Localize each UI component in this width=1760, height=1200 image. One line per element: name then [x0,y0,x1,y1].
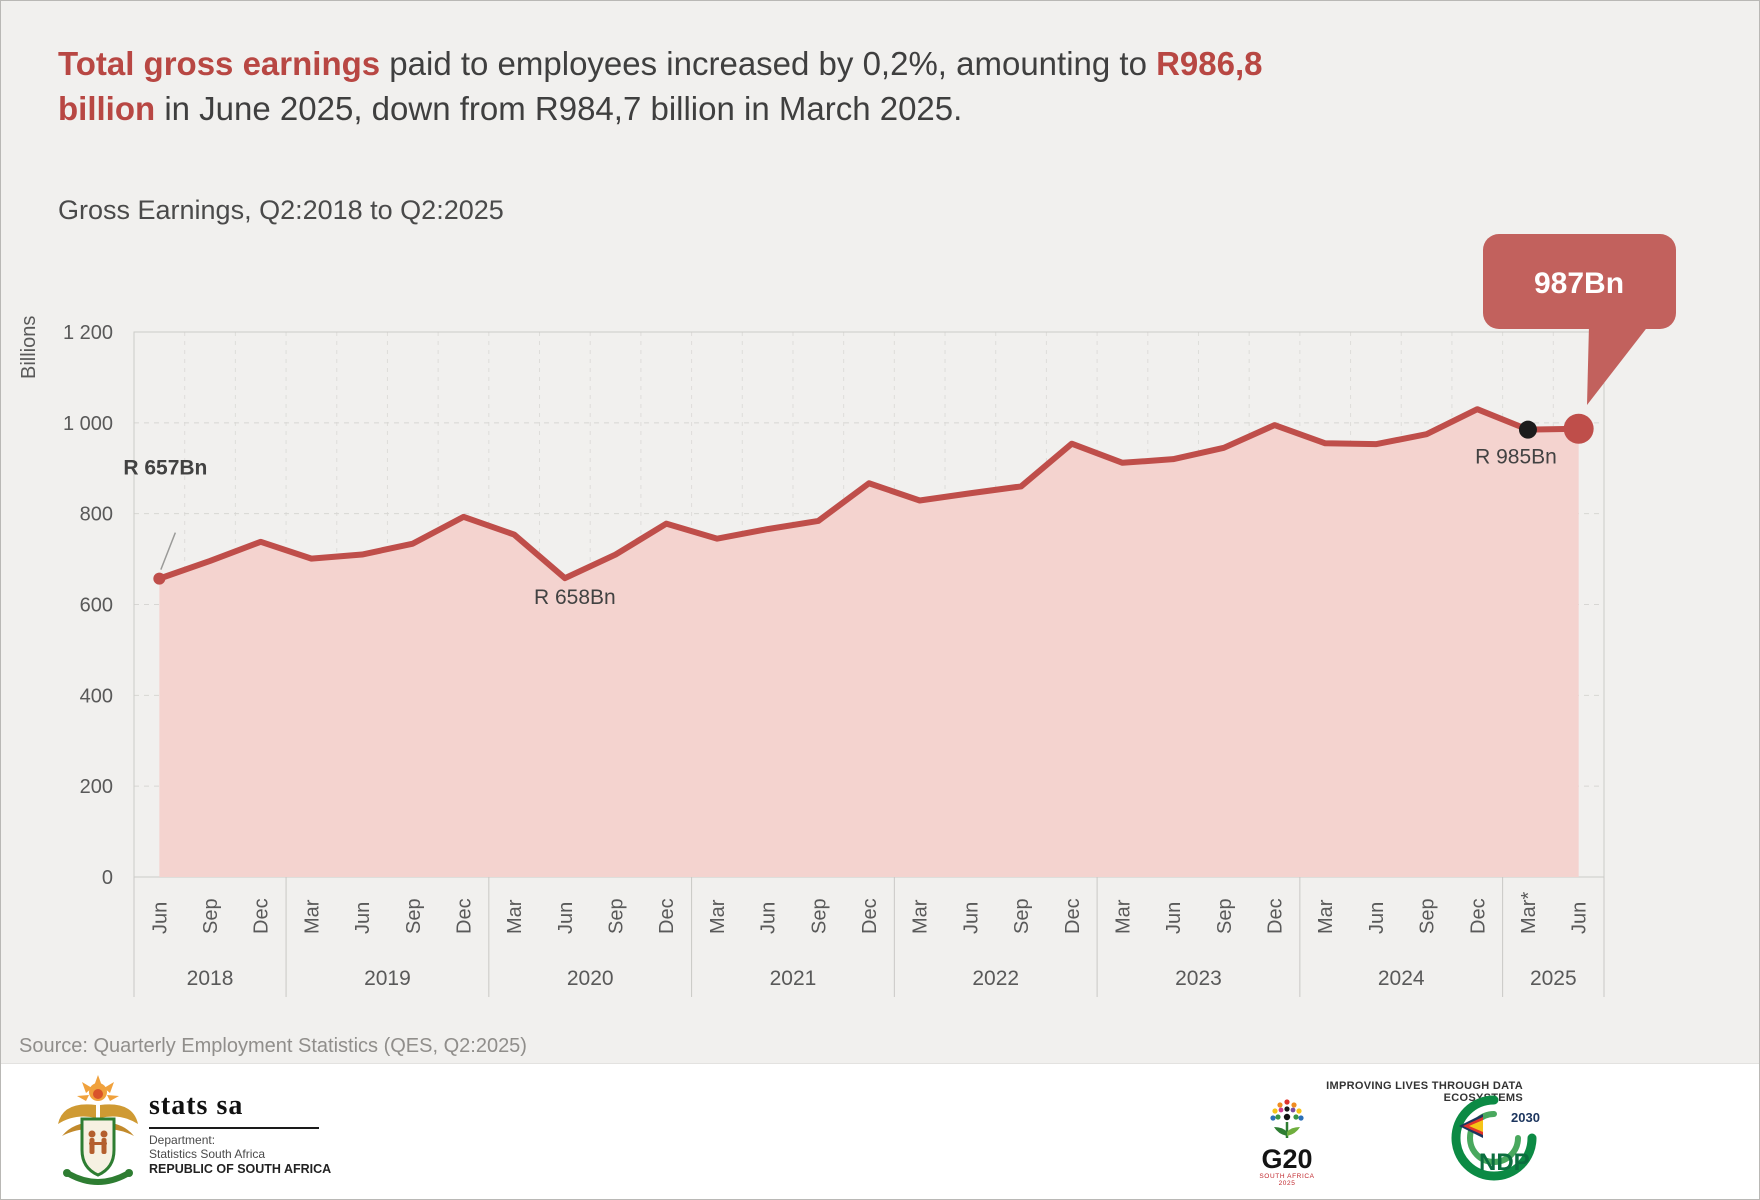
y-tick-label: 1 200 [63,322,113,344]
year-label: 2024 [1378,967,1425,990]
y-tick-label: 800 [80,504,113,526]
first-point-marker [153,572,166,585]
ndp-year-label: 2030 [1511,1110,1540,1125]
callout-value: 987Bn [1534,267,1624,300]
annotation-leader-line [160,532,177,570]
x-tick-label: Dec [1062,898,1084,934]
statssa-dept-line2: Statistics South Africa [149,1147,266,1161]
x-tick-label: Sep [606,898,628,934]
x-tick-label: Sep [1214,898,1236,934]
x-tick-label: Dec [859,898,881,934]
x-tick-label: Dec [251,898,273,934]
year-label: 2022 [972,967,1019,990]
x-tick-label: Sep [1417,898,1439,934]
headline-highlight-billion: billion [58,90,156,127]
x-tick-label: Mar [707,899,729,934]
y-tick-label: 200 [80,776,113,798]
year-label: 2018 [187,967,234,990]
x-tick-label: Jun [1366,902,1388,934]
x-tick-label: Mar [1112,899,1134,934]
y-axis-title: Billions [18,316,40,379]
x-tick-label: Sep [1011,898,1033,934]
x-tick-label: Sep [403,898,425,934]
statssa-rule [149,1127,319,1129]
x-tick-label: Dec [1265,898,1287,934]
year-label: 2019 [364,967,411,990]
statssa-logo: stats sa Department: Statistics South Af… [149,1090,331,1177]
statssa-dept-line3: REPUBLIC OF SOUTH AFRICA [149,1162,332,1176]
x-tick-label: Dec [453,898,475,934]
chart-title: Gross Earnings, Q2:2018 to Q2:2025 [58,195,504,225]
statssa-dept-line1: Department: [149,1133,216,1147]
y-tick-label: 1 000 [63,413,113,435]
x-tick-label: Mar [504,899,526,934]
gross-earnings-area-chart: 0 200 400 600 800 1 000 1 200 Billions Jun Sep Dec… [18,234,1676,997]
ndp-logo: 2030 NDP [1439,1092,1549,1197]
callout-bubble [1483,234,1676,329]
x-tick-label: Jun [555,902,577,934]
g20-label: G20 [1261,1144,1313,1174]
value-annotation: R 985Bn [1475,446,1557,469]
x-tick-label: Mar [910,899,932,934]
x-tick-label: Mar [301,899,323,934]
earnings-line [156,406,1582,582]
statssa-brand: stats sa [149,1090,244,1121]
ndp-name-label: NDP [1479,1149,1530,1176]
x-tick-label: Mar [1315,899,1337,934]
headline: Total gross earnings paid to employees i… [58,41,1678,131]
headline-line-2: billion in June 2025, down from R984,7 b… [58,86,1678,131]
june-2025-marker [1563,413,1594,444]
x-tick-label: Dec [1467,898,1489,934]
x-tick-label: Jun [149,902,171,934]
march-2025-marker [1518,420,1537,439]
x-tick-label: Sep [200,898,222,934]
x-tick-label: Dec [656,898,678,934]
headline-line-1: Total gross earnings paid to employees i… [58,41,1678,86]
coat-motto-ribbon [67,1171,129,1185]
y-tick-label: 600 [80,595,113,617]
sa-coat-of-arms [58,1075,138,1185]
x-tick-label: Sep [808,898,830,934]
x-tick-label: Jun [1163,902,1185,934]
y-tick-label: 0 [102,867,113,889]
value-annotation: R 658Bn [534,586,616,609]
value-annotation: R 657Bn [123,457,207,480]
x-tick-label: Jun [352,902,374,934]
ndp-emblem-icon: 2030 NDP [1451,1095,1540,1181]
headline-text-2: in June 2025, down from R984,7 billion i… [155,90,963,127]
x-tick-label: Jun [1569,902,1591,934]
g20-protea-icon [1270,1099,1304,1138]
year-label: 2020 [567,967,614,990]
source-note: Source: Quarterly Employment Statistics … [19,1035,527,1057]
coat-figures [88,1130,108,1154]
g20-logo: G20 SOUTH AFRICA 2025 [1253,1096,1321,1187]
area-fill [159,409,1579,877]
headline-highlight-total: Total gross earnings [58,45,381,82]
x-tick-label: Jun [758,902,780,934]
g20-sublabel: SOUTH AFRICA 2025 [1259,1173,1315,1187]
callout-tail [1587,325,1649,405]
headline-highlight-amount: R986,8 [1156,45,1263,82]
x-tick-label: Jun [960,902,982,934]
y-tick-label: 400 [80,685,113,707]
coat-sun [77,1075,119,1101]
headline-text-1: paid to employees increased by 0,2%, amo… [380,45,1157,82]
year-label: 2021 [770,967,817,990]
coat-shield [80,1117,116,1177]
year-label: 2025 [1530,967,1577,990]
year-label: 2023 [1175,967,1222,990]
x-tick-label: Mar* [1518,892,1540,934]
footer: stats sa Department: Statistics South Af… [1,1063,1759,1199]
